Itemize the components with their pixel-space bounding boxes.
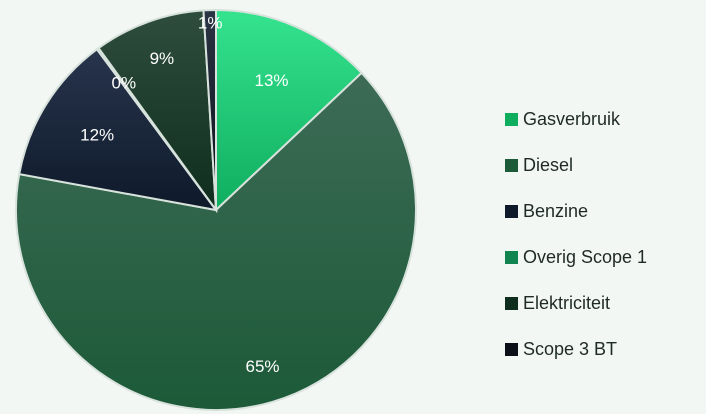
legend-item: Gasverbruik	[505, 109, 621, 129]
legend-swatch	[505, 343, 518, 356]
legend-swatch	[505, 205, 518, 218]
pie-slice-elektriciteit	[97, 9, 218, 214]
pie-value-label: 1%	[198, 14, 223, 33]
pie-slices	[15, 8, 417, 411]
legend-swatch	[505, 297, 518, 310]
legend-label: Diesel	[523, 155, 573, 175]
pie-slice-scope-3-bt	[202, 8, 217, 211]
legend-swatch	[505, 113, 518, 126]
legend-label: Benzine	[523, 201, 588, 221]
pie-value-labels: 13% 65% 12% 0% 9% 1%	[80, 14, 288, 376]
pie-value-label: 0%	[111, 74, 136, 93]
legend-label: Elektriciteit	[523, 293, 610, 313]
legend-swatch	[505, 159, 518, 172]
legend-item: Diesel	[505, 155, 573, 175]
legend-label: Overig Scope 1	[523, 247, 647, 267]
legend-item: Elektriciteit	[505, 293, 610, 313]
pie-slice-benzine	[18, 47, 219, 212]
legend-swatch	[505, 251, 518, 264]
legend-label: Scope 3 BT	[523, 339, 617, 359]
legend-label: Gasverbruik	[523, 109, 621, 129]
pie-slice-gasverbruik	[215, 8, 364, 213]
legend-item: Benzine	[505, 201, 588, 221]
pie-value-label: 13%	[254, 71, 288, 90]
pie-slice-diesel	[15, 71, 417, 411]
legend-item: Overig Scope 1	[505, 247, 647, 267]
chart-legend: Gasverbruik Diesel Benzine Overig Scope 1 El…	[505, 109, 647, 359]
pie-value-label: 65%	[245, 357, 279, 376]
pie-value-label: 12%	[80, 126, 114, 145]
legend-item: Scope 3 BT	[505, 339, 617, 359]
pie-value-label: 9%	[150, 49, 175, 68]
